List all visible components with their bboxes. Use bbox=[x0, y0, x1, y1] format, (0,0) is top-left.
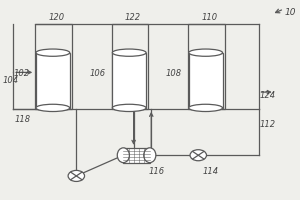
Text: 116: 116 bbox=[148, 167, 164, 176]
Ellipse shape bbox=[117, 148, 129, 163]
Bar bbox=[36, 53, 70, 108]
Bar bbox=[112, 24, 148, 109]
Ellipse shape bbox=[144, 148, 156, 163]
Text: 118: 118 bbox=[15, 115, 31, 124]
Bar bbox=[123, 148, 150, 163]
Circle shape bbox=[190, 150, 206, 161]
Text: 102: 102 bbox=[13, 69, 29, 78]
Ellipse shape bbox=[189, 104, 223, 112]
Text: 106: 106 bbox=[90, 69, 106, 78]
Text: 122: 122 bbox=[125, 13, 141, 22]
Ellipse shape bbox=[36, 49, 70, 56]
Bar bbox=[189, 53, 223, 108]
Text: 108: 108 bbox=[166, 69, 182, 78]
Bar bbox=[112, 53, 146, 108]
Ellipse shape bbox=[112, 49, 146, 56]
Ellipse shape bbox=[112, 104, 146, 112]
Ellipse shape bbox=[189, 49, 223, 56]
Text: 10: 10 bbox=[285, 8, 296, 17]
Ellipse shape bbox=[36, 104, 70, 112]
Bar bbox=[188, 24, 225, 109]
Text: 124: 124 bbox=[260, 91, 276, 100]
Text: 104: 104 bbox=[3, 76, 19, 85]
Text: 114: 114 bbox=[203, 167, 219, 176]
Text: 112: 112 bbox=[260, 120, 276, 129]
Text: 110: 110 bbox=[201, 13, 218, 22]
Circle shape bbox=[68, 170, 85, 181]
Text: 120: 120 bbox=[49, 13, 65, 22]
Bar bbox=[35, 24, 72, 109]
